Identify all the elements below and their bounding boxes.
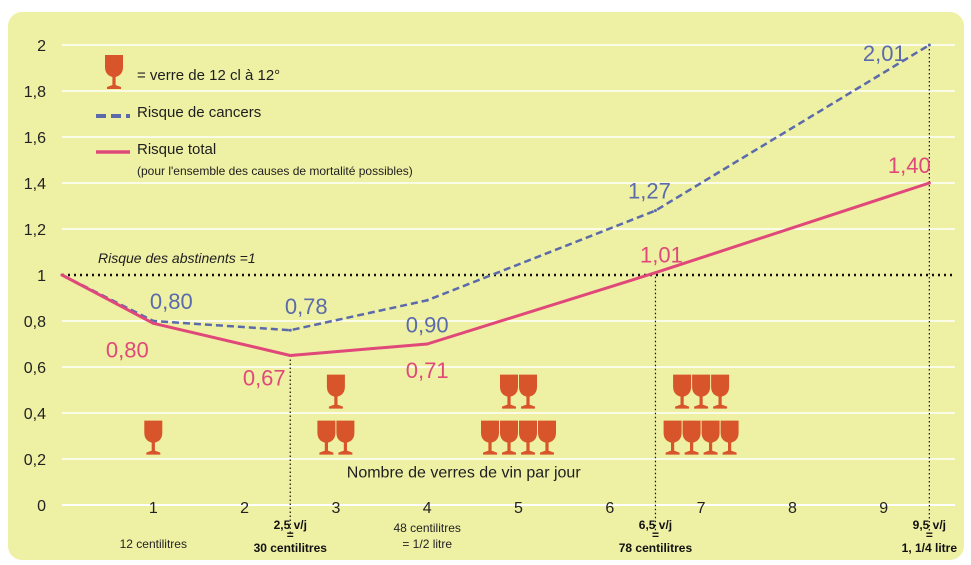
x-tick-label: 6 [605, 500, 614, 517]
wine-glass-icon [317, 420, 336, 455]
data-label-cancer: 0,80 [150, 289, 193, 314]
y-tick-label: 1,8 [24, 84, 46, 101]
data-label-total: 0,71 [406, 358, 449, 383]
legend-total-text: Risque total [137, 141, 216, 158]
marker-line2: 1, 1/4 litre [902, 541, 958, 555]
marker-line1: 2,5 v/j [274, 518, 307, 532]
marker-line2: 30 centilitres [254, 541, 328, 555]
data-point [927, 181, 931, 185]
y-tick-label: 0 [37, 498, 46, 515]
x-axis-title: Nombre de verres de vin par jour [347, 464, 582, 481]
marker-line1: 9,5 v/j [913, 518, 946, 532]
glass-layer [144, 374, 739, 455]
series-line-cancer [61, 43, 930, 332]
y-tick-label: 0,8 [24, 314, 46, 331]
marker-eq: = [287, 528, 294, 542]
wine-glass-icon [481, 420, 499, 455]
data-point [151, 321, 155, 325]
data-label-cancer: 2,01 [863, 41, 906, 66]
wine-glass-icon [144, 420, 163, 455]
x-tick-label: 4 [423, 500, 432, 517]
legend-cancer-text: Risque de cancers [137, 104, 261, 121]
data-point [425, 342, 429, 346]
marker-line2: 78 centilitres [619, 541, 693, 555]
x-tick-label: 3 [331, 500, 340, 517]
legend-total-subtext: (pour l'ensemble des causes de mortalité… [137, 164, 413, 178]
note-line2: = 1/2 litre [402, 537, 452, 551]
wine-glass-icon [682, 420, 701, 455]
data-label-total: 1,01 [640, 243, 683, 268]
data-label-total: 0,67 [243, 366, 286, 391]
wine-glass-icon [701, 420, 720, 455]
series-layer [60, 43, 931, 357]
series-line-total [61, 181, 930, 357]
legend-glass-text: = verre de 12 cl à 12° [137, 67, 280, 84]
grid-layer [62, 44, 955, 460]
note-line1: 48 centilitres [394, 521, 461, 535]
wine-glass-icon [711, 374, 730, 409]
data-point [653, 209, 657, 213]
data-label-cancer: 0,90 [406, 312, 449, 337]
marker-eq: = [652, 528, 659, 542]
marker-eq: = [926, 528, 933, 542]
wine-glass-icon [336, 420, 355, 455]
legend-glass-icon [105, 55, 123, 89]
data-point [425, 298, 429, 302]
data-point [927, 43, 931, 47]
reference-line-label: Risque des abstinents =1 [98, 250, 256, 266]
y-tick-label: 0,4 [24, 406, 46, 423]
data-point [60, 273, 64, 277]
wine-glass-icon [720, 420, 739, 455]
wine-glass-icon [538, 420, 556, 455]
wine-glass-icon [519, 420, 537, 455]
y-tick-label: 1,6 [24, 130, 46, 147]
note-line1: 12 centilitres [120, 537, 187, 551]
wine-glass-icon [663, 420, 682, 455]
y-tick-label: 1,4 [24, 176, 46, 193]
wine-glass-icon [692, 374, 711, 409]
axis-layer: 0 0,2 0,4 0,6 0,8 1 1,2 1,4 1,6 1,8 2 1 2 3 4 5 6 7 8 9 Risq… [24, 38, 958, 555]
marker-line1: 6,5 v/j [639, 518, 672, 532]
x-tick-label: 1 [149, 500, 158, 517]
x-tick-label: 2 [240, 500, 249, 517]
y-tick-label: 0,2 [24, 452, 46, 469]
x-tick-label: 9 [879, 500, 888, 517]
y-tick-label: 0,6 [24, 360, 46, 377]
wine-glass-icon [326, 374, 345, 409]
data-point [288, 354, 292, 357]
wine-glass-icon [500, 374, 518, 409]
data-point [653, 271, 657, 275]
data-label-total: 1,40 [888, 153, 931, 178]
wine-glass-icon [519, 374, 537, 409]
data-label-cancer: 0,78 [285, 294, 328, 319]
wine-glass-icon [673, 374, 692, 409]
wine-glass-icon [500, 420, 518, 455]
y-tick-label: 2 [37, 38, 46, 55]
x-tick-label: 8 [788, 500, 797, 517]
y-tick-label: 1,2 [24, 222, 46, 239]
data-point [288, 328, 292, 332]
legend: = verre de 12 cl à 12° Risque de cancers… [96, 55, 413, 178]
y-tick-label: 1 [37, 268, 46, 285]
data-label-total: 0,80 [106, 337, 149, 362]
x-tick-label: 7 [697, 500, 706, 517]
data-label-cancer: 1,27 [628, 179, 671, 204]
label-layer: 0,80 0,78 0,90 1,27 2,01 0,80 0,67 0,71 1,01 1,40 [106, 41, 931, 391]
x-tick-label: 5 [514, 500, 523, 517]
